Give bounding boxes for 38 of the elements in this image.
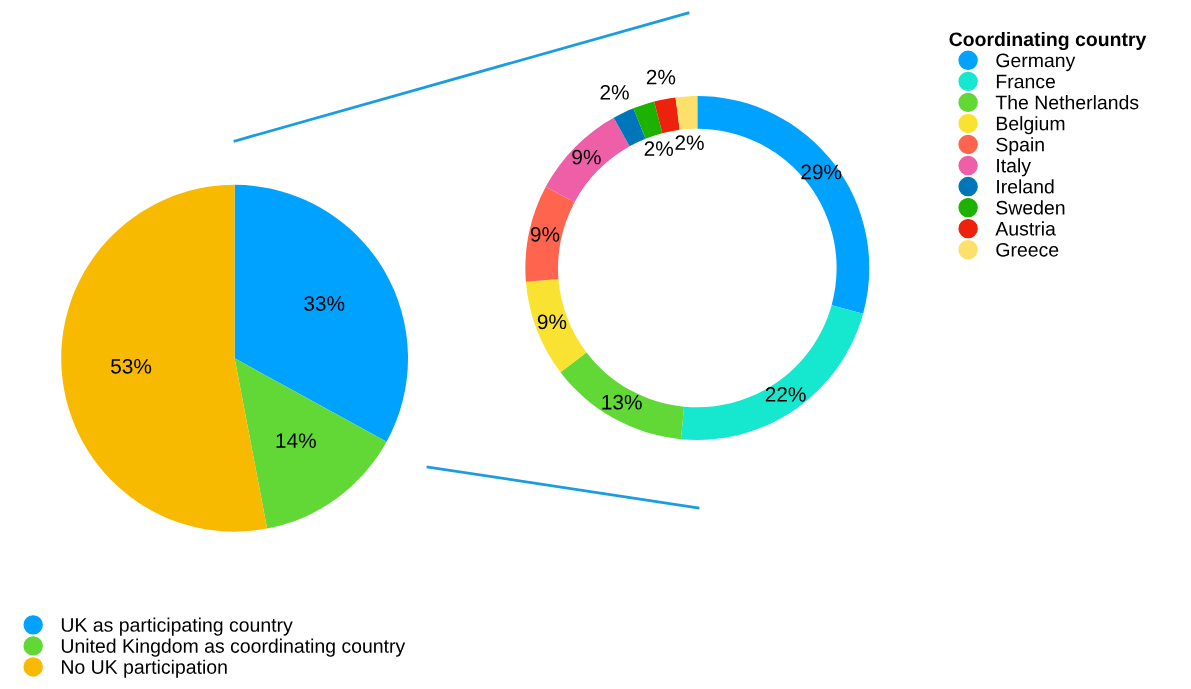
data-label: 33% [304,296,345,311]
data-label: 9% [530,226,560,242]
data-label: 9% [572,149,601,165]
data-label: 9% [537,314,567,330]
legend-label: No UK participation [61,659,227,678]
pie-slice [234,358,387,529]
donut-slice [560,352,685,440]
legend-label: Spain [996,137,1044,156]
donut-slice [525,279,587,373]
donut-slice [545,117,630,203]
donut-slice [633,101,663,139]
legend-label: Sweden [996,200,1065,215]
legend-label: Germany [996,53,1076,72]
legend-label: France [996,74,1055,89]
donut-slice [654,97,680,134]
data-label: 22% [765,387,806,402]
data-label: 2% [600,84,629,100]
legend-label: Greece [996,242,1059,257]
legend-label: Ireland [997,179,1054,194]
data-label: 2% [646,69,676,85]
donut-slice [525,186,575,282]
data-label: 2% [644,141,674,156]
legend-label: Austria [995,221,1056,236]
legend-label: Italy [997,158,1031,177]
legend-label: Belgium [996,116,1065,135]
data-label: 2% [675,135,704,150]
data-label: 13% [602,394,642,410]
legend-label: The Netherlands [995,95,1139,110]
donut-slice [675,96,698,130]
legend-label: UK as participating country [61,617,293,636]
donut-slice [613,108,646,147]
pie-slice [61,184,268,532]
data-label: 53% [111,358,152,374]
data-label: 14% [276,433,316,448]
legend-title: Coordinating country [949,31,1147,51]
legend-label: United Kingdom as coordinating country [61,638,406,657]
donut-slice [680,305,864,440]
data-label: 29% [801,164,842,180]
